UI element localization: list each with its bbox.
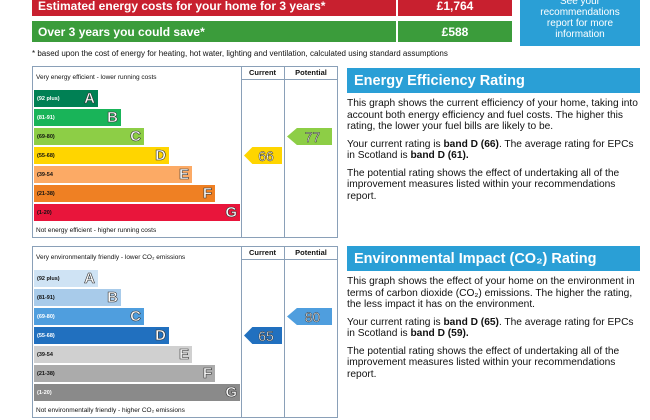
band: (1-20) G — [34, 204, 240, 221]
text-run: band D (61). — [410, 150, 469, 161]
saving-value: £588 — [398, 21, 512, 42]
band-letter: A — [84, 90, 95, 108]
band-letter: B — [107, 289, 118, 307]
band-range: (39-54 — [37, 351, 53, 358]
energy-chart: Current Potential Very energy efficient - … — [32, 66, 338, 238]
column-header: Current — [248, 68, 277, 77]
text-run: The potential rating shows the effect of… — [347, 345, 620, 380]
chart-frame — [32, 66, 338, 238]
paragraph: This graph shows the current efficiency … — [347, 98, 640, 133]
band-range: (69-80) — [37, 313, 55, 320]
band-letter: G — [225, 384, 237, 402]
band-letter: C — [130, 308, 141, 326]
cost-value: £1,764 — [398, 0, 512, 16]
environment-text: This graph shows the effect of your home… — [347, 276, 640, 386]
column-line — [284, 246, 285, 418]
column-header: Potential — [295, 248, 327, 257]
column-header: Potential — [295, 68, 327, 77]
bottom-label: Not environmentally friendly - higher CO… — [36, 407, 185, 414]
band: (55-68) D — [34, 147, 169, 164]
band: (21-38) F — [34, 365, 215, 382]
note-box: See your recommendations report for more… — [520, 0, 640, 46]
paragraph: The potential rating shows the effect of… — [347, 168, 640, 203]
text-run: band D (59). — [410, 328, 469, 339]
band-range: (55-68) — [37, 152, 55, 159]
potential-rating: 80 — [287, 308, 332, 325]
band: (21-38) F — [34, 185, 215, 202]
top-label: Very energy efficient - lower running co… — [36, 74, 157, 81]
band: (69-80) C — [34, 308, 144, 325]
header-rule — [241, 79, 338, 80]
paragraph: The potential rating shows the effect of… — [347, 346, 640, 381]
band-range: (55-68) — [37, 332, 55, 339]
text-run: band D (65) — [443, 316, 499, 328]
column-line — [241, 246, 242, 418]
column-line — [284, 66, 285, 238]
bottom-label: Not energy efficient - higher running co… — [36, 227, 157, 234]
band-range: (69-80) — [37, 133, 55, 140]
band: (55-68) D — [34, 327, 169, 344]
band-range: (1-20) — [37, 389, 52, 396]
band-letter: E — [178, 166, 190, 184]
band: (39-54 E — [34, 346, 192, 363]
environment-heading: Environmental Impact (CO₂) Rating — [347, 246, 640, 271]
text-run: band D (66) — [443, 138, 499, 150]
energy-heading: Energy Efficiency Rating — [347, 68, 640, 93]
column-line — [241, 66, 242, 238]
column-header: Current — [248, 248, 277, 257]
band: (92 plus) A — [34, 90, 98, 107]
band-letter: F — [202, 185, 213, 203]
band: (69-80) C — [34, 128, 144, 145]
text-run: . The average rating for EPCs in Scotlan… — [347, 316, 634, 340]
text-run: . The average rating for EPCs in Scotlan… — [347, 138, 634, 162]
band-letter: B — [107, 109, 118, 127]
text-run: This graph shows the current efficiency … — [347, 98, 638, 132]
header-rule — [241, 259, 338, 260]
band: (81-91) B — [34, 109, 121, 126]
paragraph: Your current rating is band D (65). The … — [347, 317, 640, 340]
band-range: (92 plus) — [37, 275, 60, 282]
band-range: (81-91) — [37, 114, 55, 121]
band: (39-54 E — [34, 166, 192, 183]
band-range: (92 plus) — [37, 95, 60, 102]
band-letter: A — [84, 270, 95, 288]
text-run: The potential rating shows the effect of… — [347, 167, 620, 202]
footnote: * based upon the cost of energy for heat… — [32, 49, 448, 58]
band-letter: C — [130, 128, 141, 146]
band-letter: D — [155, 147, 166, 165]
environment-chart: Current Potential Very environmentally fri… — [32, 246, 338, 418]
band-range: (1-20) — [37, 209, 52, 216]
potential-rating: 77 — [287, 128, 332, 145]
text-run: Your current rating is — [347, 138, 444, 150]
paragraph: This graph shows the effect of your home… — [347, 276, 640, 311]
current-rating: 65 — [244, 327, 282, 344]
energy-text: This graph shows the current efficiency … — [347, 98, 640, 208]
band-letter: E — [178, 346, 190, 364]
band-letter: G — [225, 204, 237, 222]
chart-frame — [32, 246, 338, 418]
text-run: Your current rating is — [347, 316, 444, 328]
paragraph: Your current rating is band D (66). The … — [347, 139, 640, 162]
top-label: Very environmentally friendly - lower CO… — [36, 254, 186, 261]
band: (92 plus) A — [34, 270, 98, 287]
band-range: (21-38) — [37, 190, 55, 197]
band: (81-91) B — [34, 289, 121, 306]
band-letter: D — [155, 327, 166, 345]
cost-label: Estimated energy costs for your home for… — [32, 0, 396, 16]
band-range: (81-91) — [37, 294, 55, 301]
band-letter: F — [202, 365, 213, 383]
current-rating: 66 — [244, 147, 282, 164]
text-run: This graph shows the effect of your home… — [347, 276, 635, 310]
band-range: (21-38) — [37, 370, 55, 377]
band-range: (39-54 — [37, 171, 53, 178]
saving-label: Over 3 years you could save* — [32, 21, 396, 42]
band: (1-20) G — [34, 384, 240, 401]
